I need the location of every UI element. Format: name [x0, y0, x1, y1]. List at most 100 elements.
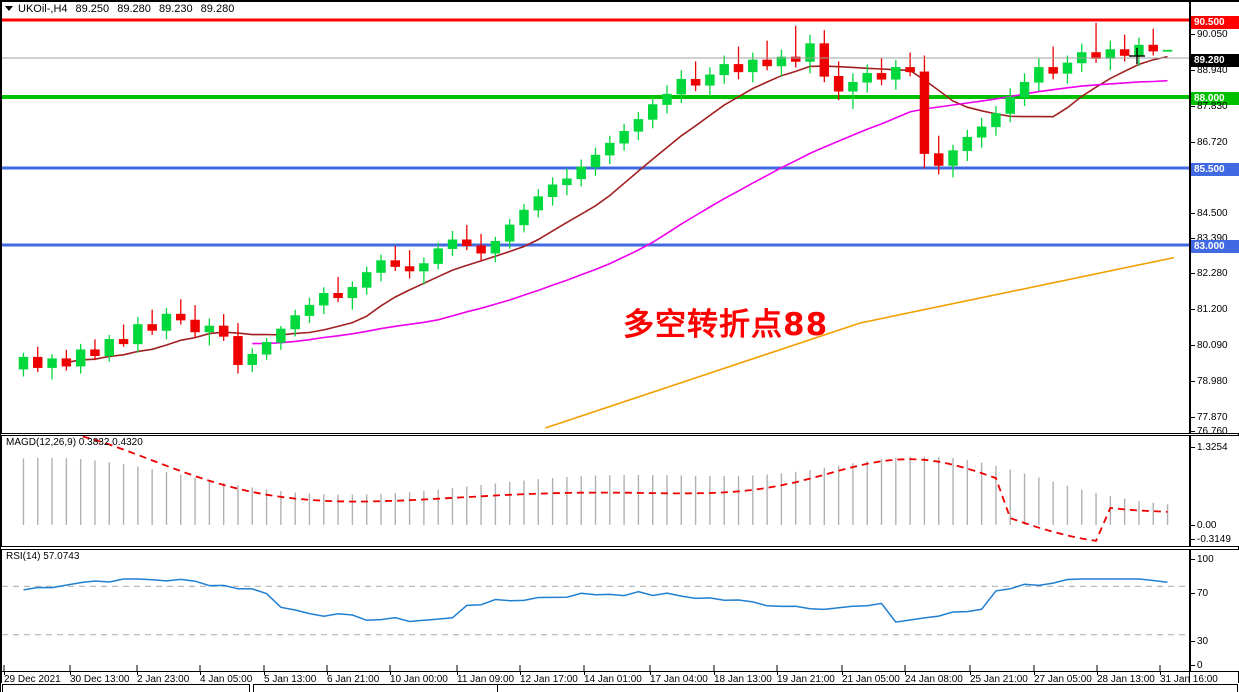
candle	[233, 323, 243, 374]
chart-tab-strip[interactable]	[2, 684, 250, 692]
candle	[876, 58, 887, 86]
candle	[204, 318, 215, 346]
date-tick: 6 Jan 21:00	[327, 672, 380, 685]
price-tick: 90.050	[1191, 29, 1239, 41]
macd-plot[interactable]	[2, 436, 1189, 546]
price-panel[interactable]	[1, 1, 1190, 434]
candle-body	[619, 131, 629, 144]
candle-body	[590, 154, 601, 168]
candle-body	[1019, 81, 1030, 98]
candle-body	[176, 313, 186, 321]
rsi-tick: 70	[1191, 588, 1239, 600]
candle-body	[47, 358, 57, 368]
candle	[576, 159, 586, 187]
candle	[361, 266, 372, 295]
candle-body	[962, 136, 973, 151]
candle	[748, 52, 758, 83]
candle	[819, 30, 830, 83]
price-tick: 88.000	[1191, 92, 1239, 105]
candle	[190, 305, 200, 338]
price-tick: 83.390	[1191, 233, 1239, 245]
candle	[690, 61, 701, 92]
date-tick: 19 Jan 21:00	[777, 672, 835, 685]
candle-body	[819, 43, 830, 77]
price-tick: 80.090	[1191, 340, 1239, 352]
candle-body	[633, 119, 644, 132]
ohlc-high: 89.280	[117, 2, 151, 15]
candle-body	[547, 184, 558, 197]
candle	[90, 339, 100, 361]
candle	[33, 346, 43, 373]
price-tick: 84.500	[1191, 208, 1239, 220]
chevron-down-icon[interactable]	[5, 6, 13, 11]
candle-body	[905, 67, 915, 73]
candle-body	[161, 313, 172, 331]
candle-body	[218, 325, 229, 337]
price-tick: 82.280	[1191, 268, 1239, 280]
candle-body	[333, 292, 343, 299]
price-tick: 76.760	[1191, 426, 1239, 438]
horizontal-scrollbar[interactable]	[253, 684, 1238, 692]
scrollbar-thumb[interactable]	[497, 685, 1237, 692]
rsi-plot[interactable]	[2, 550, 1189, 671]
candle-body	[90, 349, 100, 357]
date-tick: 31 Jan 16:00	[1160, 672, 1218, 685]
candle-body	[805, 43, 815, 62]
date-tick: 29 Dec 2021	[4, 672, 61, 685]
rsi-tick: 0	[1191, 660, 1239, 672]
price-plot[interactable]	[2, 2, 1189, 433]
candle-body	[833, 76, 844, 92]
candle	[833, 61, 844, 101]
macd-panel[interactable]: MAGD(12,26,9) 0.3832 0.4320	[1, 435, 1190, 547]
candle-body	[647, 104, 658, 120]
candle-body	[276, 328, 286, 343]
candle-body	[1119, 49, 1130, 56]
candle	[605, 135, 615, 164]
candle	[1005, 88, 1015, 123]
rsi-scale[interactable]: 100 70 30 0	[1190, 549, 1239, 672]
candle	[1148, 28, 1158, 56]
candle	[147, 309, 157, 335]
macd-scale[interactable]: 1.3254 0.00 -0.3149	[1190, 435, 1239, 547]
macd-tick: -0.3149	[1191, 534, 1239, 546]
candle	[75, 343, 86, 374]
date-tick: 27 Jan 05:00	[1034, 672, 1092, 685]
candle	[633, 111, 644, 141]
date-tick: 10 Jan 00:00	[390, 672, 448, 685]
candle-body	[1148, 44, 1158, 52]
candle	[404, 250, 415, 279]
candle-body	[891, 67, 901, 80]
candle-body	[433, 248, 443, 264]
candle	[762, 40, 772, 71]
price-tick: 86.720	[1191, 137, 1239, 149]
candle-body	[18, 356, 29, 370]
candle-body	[991, 113, 1001, 128]
rsi-panel[interactable]: RSI(14) 57.0743	[1, 549, 1190, 672]
candle-body	[75, 349, 86, 367]
candle-body	[976, 126, 987, 138]
candle-body	[519, 209, 529, 226]
price-scale[interactable]: 90.500 90.050 89.280 88.940 88.000 87.830 86.7…	[1190, 1, 1239, 437]
ma-slow-line	[545, 256, 1175, 429]
candle-body	[705, 74, 715, 86]
candle-body	[1005, 96, 1015, 114]
candle	[547, 177, 558, 206]
candle-body	[662, 93, 672, 105]
candle	[419, 257, 429, 285]
candle-body	[876, 73, 887, 80]
candle-body	[776, 56, 787, 67]
date-tick: 11 Jan 09:00	[457, 672, 515, 685]
date-tick: 17 Jan 04:00	[650, 672, 708, 685]
ohlc-close: 89.280	[200, 2, 235, 15]
candle	[519, 204, 529, 233]
candle	[790, 25, 801, 68]
candle-body	[233, 336, 243, 365]
candle	[905, 52, 915, 77]
candle	[705, 67, 715, 96]
candle	[1105, 40, 1116, 71]
candle-body	[719, 64, 729, 76]
price-tick: 81.200	[1191, 304, 1239, 316]
candle	[1119, 34, 1130, 62]
candle-body	[376, 260, 386, 273]
date-tick: 28 Jan 13:00	[1097, 672, 1155, 685]
